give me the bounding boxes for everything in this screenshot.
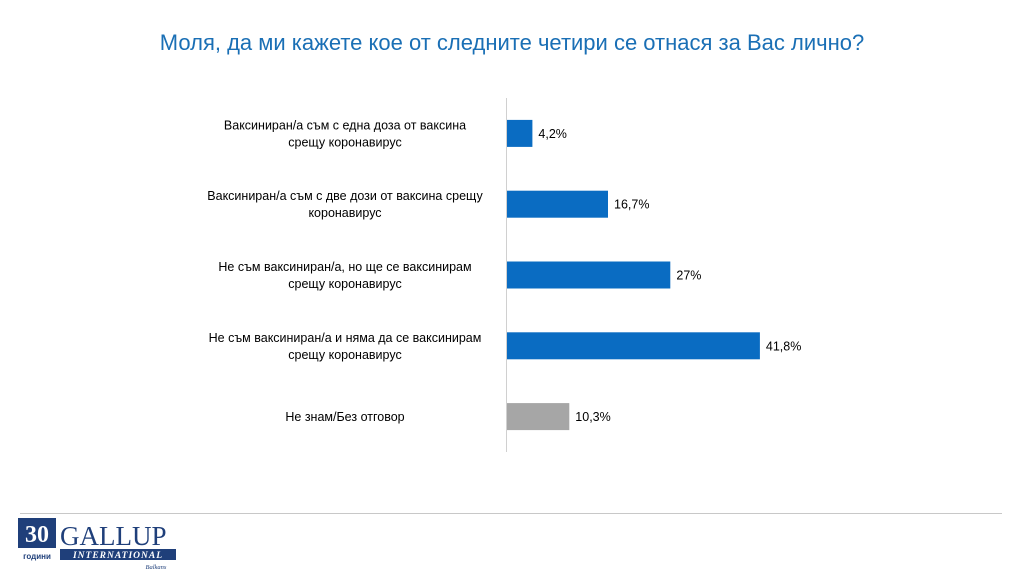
bar-3: [507, 261, 671, 289]
logo-number-box: [18, 518, 56, 548]
bar-5: [507, 403, 570, 431]
bar-1: [507, 119, 533, 147]
category-label-1: Ваксиниран/а съм с една доза от ваксина с…: [224, 118, 466, 149]
logo-brand: GALLUP: [60, 521, 167, 551]
category-label-4: Не съм ваксиниран/а и няма да се ваксини…: [209, 331, 482, 362]
logo-sub-bar: [60, 549, 176, 560]
bar-2: [507, 190, 608, 218]
value-label-4: 41,8%: [766, 339, 801, 353]
value-label-2: 16,7%: [614, 198, 649, 212]
logo-region: Balkans: [146, 564, 167, 571]
logo-years: години: [23, 552, 51, 561]
category-label-2: Ваксиниран/а съм с две дози от ваксина с…: [207, 189, 483, 220]
category-label-3: Не съм ваксиниран/а, но ще се ваксинирам…: [218, 260, 471, 291]
value-label-5: 10,3%: [575, 410, 610, 424]
logo-number: 30: [25, 522, 49, 548]
footer-divider: [20, 513, 1002, 514]
logo-sub: INTERNATIONAL: [72, 551, 163, 561]
chart-title: Моля, да ми кажете кое от следните четир…: [159, 30, 865, 55]
value-label-1: 4,2%: [538, 127, 567, 141]
bar-4: [507, 332, 760, 360]
value-label-3: 27%: [676, 269, 701, 283]
bar-group: 4,2% Ваксиниран/а съм с една доза от вакс…: [207, 118, 801, 431]
category-label-5: Не знам/Без отговор: [285, 410, 404, 424]
gallup-logo: 30 години GALLUP INTERNATIONAL Balkans: [18, 518, 176, 571]
